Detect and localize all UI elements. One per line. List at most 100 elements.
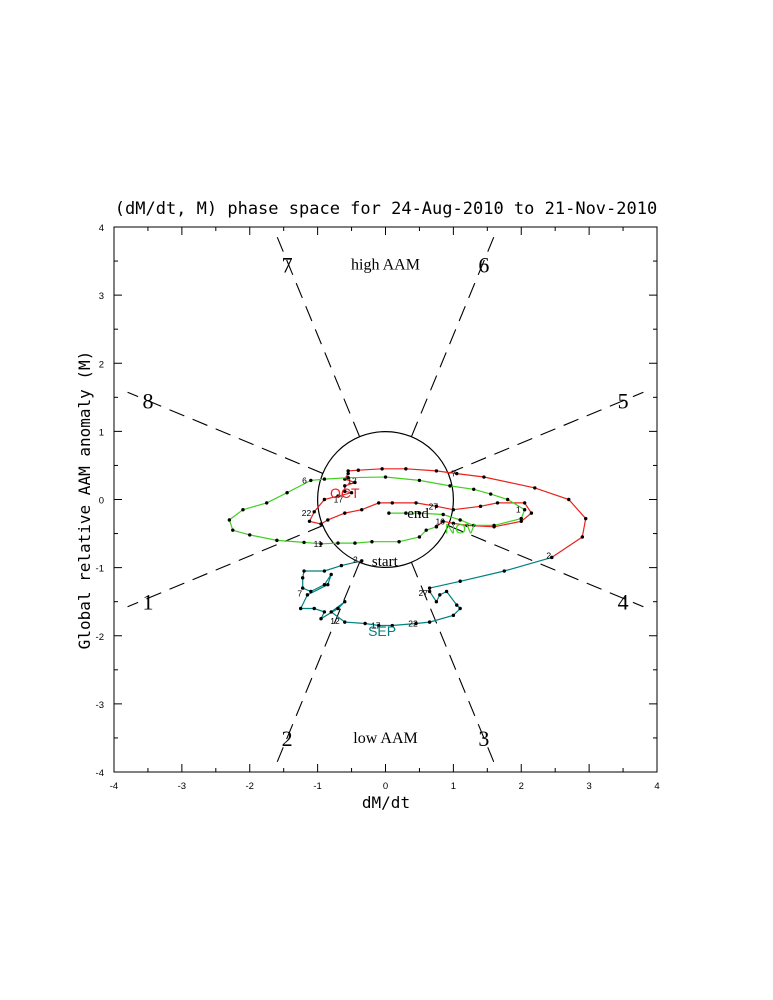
data-point-oct bbox=[390, 501, 394, 505]
x-axis-label: dM/dt bbox=[362, 793, 410, 812]
phase-label: 8 bbox=[142, 389, 153, 414]
data-point-oct bbox=[455, 471, 459, 476]
data-point-sep bbox=[336, 606, 340, 611]
data-point-oct bbox=[360, 508, 364, 512]
data-point-oct bbox=[519, 519, 523, 523]
data-point-oct bbox=[550, 555, 554, 560]
data-point-sep bbox=[427, 586, 432, 590]
data-point-nov bbox=[309, 478, 313, 483]
data-point-sep bbox=[343, 599, 347, 604]
data-point-nov bbox=[492, 523, 496, 528]
data-point-oct bbox=[434, 504, 439, 509]
day-label-sep: 17 bbox=[371, 621, 381, 631]
y-tick-label: 3 bbox=[99, 291, 104, 302]
data-point-oct bbox=[353, 480, 357, 485]
day-label-sep: 27 bbox=[418, 588, 428, 598]
data-point-oct bbox=[495, 501, 500, 505]
day-label-oct: 12 bbox=[347, 475, 357, 485]
series-line-nov bbox=[228, 476, 526, 545]
x-tick-label: -3 bbox=[178, 781, 186, 792]
data-point-nov bbox=[441, 512, 445, 517]
y-axis-label: Global relative AAM anomaly (M) bbox=[75, 351, 94, 650]
data-point-nov bbox=[519, 516, 523, 521]
day-label-oct: 27 bbox=[429, 501, 439, 511]
month-label-nov: NOV bbox=[445, 521, 476, 537]
day-label-sep: 22 bbox=[408, 618, 418, 628]
data-point-nov bbox=[383, 475, 388, 479]
data-point-nov bbox=[227, 518, 232, 522]
x-tick-label: 1 bbox=[451, 781, 456, 792]
plot-frame bbox=[113, 226, 658, 773]
data-point-nov bbox=[522, 508, 527, 512]
data-point-sep bbox=[390, 623, 394, 628]
data-point-nov bbox=[302, 540, 306, 545]
data-point-sep bbox=[427, 589, 432, 594]
data-point-sep bbox=[502, 569, 506, 573]
phase-label: 6 bbox=[478, 252, 489, 277]
data-point-nov bbox=[336, 541, 340, 545]
day-label-sep: 12 bbox=[330, 616, 340, 626]
data-point-sep bbox=[427, 620, 432, 624]
day-label-sep: 7 bbox=[297, 589, 302, 599]
data-point-nov bbox=[397, 540, 401, 544]
data-point-sep bbox=[319, 617, 323, 621]
data-point-nov bbox=[404, 511, 408, 515]
data-point-nov bbox=[319, 542, 323, 546]
y-tick-label: -2 bbox=[96, 632, 104, 643]
data-point-oct bbox=[567, 497, 571, 502]
phase-divider-lines bbox=[127, 237, 644, 762]
data-point-oct bbox=[307, 519, 312, 523]
data-point-nov bbox=[424, 528, 428, 532]
data-point-sep bbox=[343, 620, 347, 624]
day-label-oct: 2 bbox=[546, 550, 551, 560]
data-point-nov bbox=[370, 540, 374, 544]
data-point-oct bbox=[322, 497, 327, 502]
low-aam-label: low AAM bbox=[353, 730, 417, 747]
data-point-nov bbox=[322, 477, 327, 481]
data-point-sep bbox=[322, 582, 327, 587]
data-point-oct bbox=[522, 501, 527, 505]
day-label-nov: 11 bbox=[314, 539, 323, 549]
phase-divider-line bbox=[410, 237, 495, 437]
y-tick-label: 4 bbox=[99, 223, 104, 234]
data-point-nov bbox=[489, 492, 493, 496]
data-point-nov bbox=[387, 511, 391, 515]
data-point-oct bbox=[451, 521, 456, 526]
data-point-sep bbox=[322, 569, 327, 573]
data-point-sep bbox=[458, 606, 462, 611]
data-point-sep bbox=[326, 582, 330, 587]
data-point-nov bbox=[472, 487, 476, 491]
data-point-sep bbox=[329, 610, 333, 614]
start-marker-label: start bbox=[372, 554, 399, 570]
data-point-oct bbox=[434, 469, 439, 473]
chart-title: (dM/dt, M) phase space for 24-Aug-2010 t… bbox=[115, 199, 657, 219]
data-point-oct bbox=[414, 501, 418, 505]
data-point-nov bbox=[472, 523, 476, 528]
data-point-oct bbox=[349, 490, 354, 495]
data-point-sep bbox=[300, 586, 305, 590]
data-point-oct bbox=[312, 510, 316, 514]
data-point-oct bbox=[380, 467, 384, 471]
data-point-oct bbox=[451, 508, 456, 512]
data-point-nov bbox=[265, 501, 269, 505]
data-point-sep bbox=[360, 559, 364, 563]
data-point-nov bbox=[285, 490, 289, 495]
data-point-sep bbox=[414, 621, 418, 626]
day-label-nov: 1 bbox=[516, 505, 521, 515]
data-point-sep bbox=[451, 613, 456, 618]
data-point-sep bbox=[312, 606, 316, 611]
data-point-oct bbox=[584, 516, 588, 521]
data-point-oct bbox=[377, 501, 381, 505]
phase-label: 2 bbox=[282, 726, 293, 751]
data-point-sep bbox=[305, 593, 310, 597]
data-point-sep bbox=[298, 606, 303, 611]
phase-label: 1 bbox=[142, 590, 153, 615]
phase-divider-line bbox=[127, 525, 324, 608]
data-point-oct bbox=[343, 484, 347, 488]
data-point-sep bbox=[363, 621, 367, 626]
data-point-sep bbox=[300, 576, 305, 580]
